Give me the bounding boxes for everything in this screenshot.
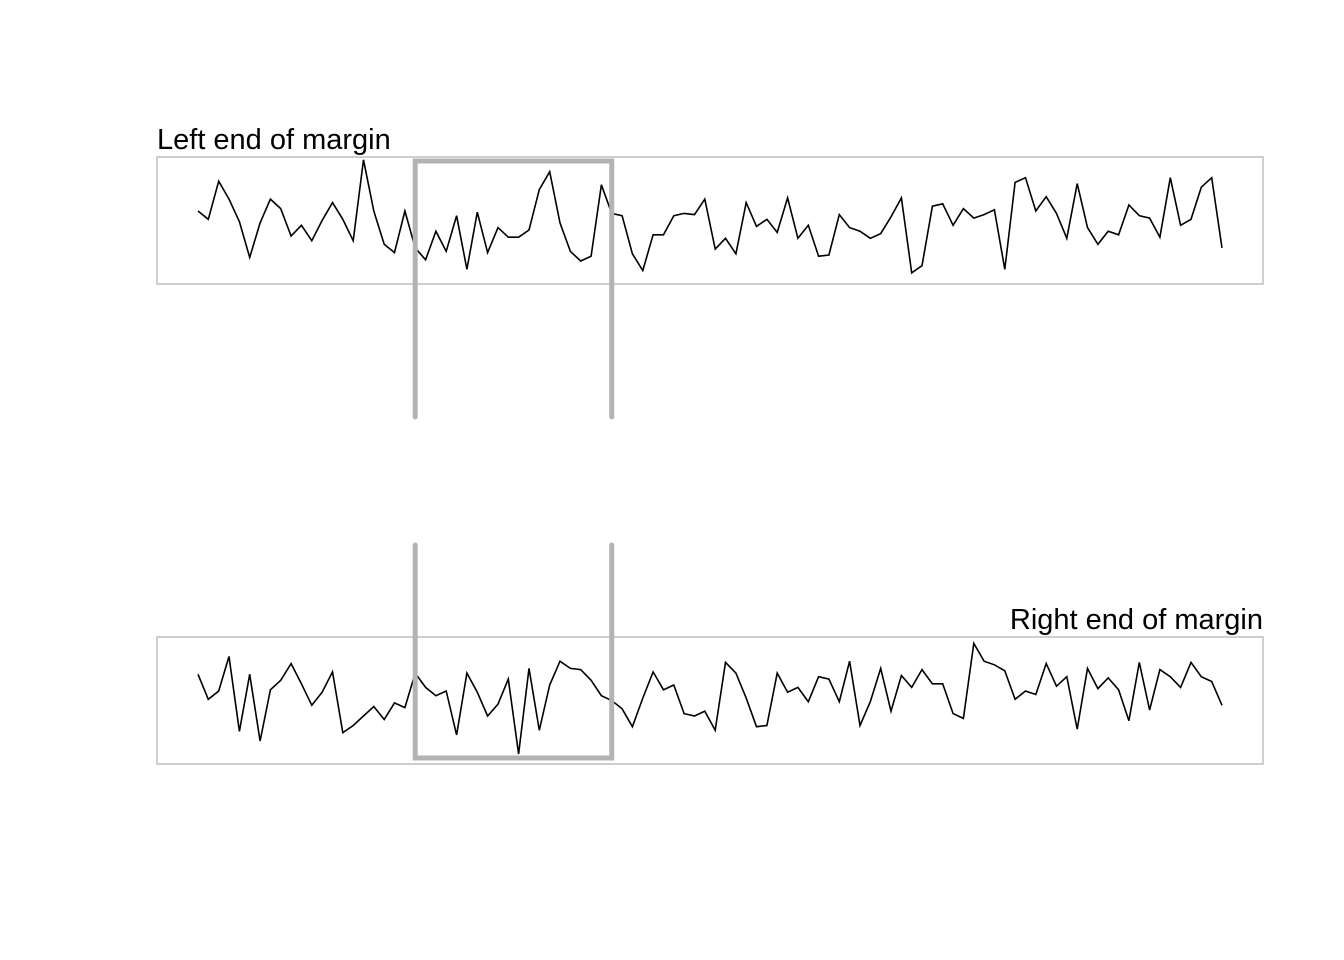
highlight-window [412, 542, 615, 761]
series-line [197, 640, 1223, 755]
panel-frame [156, 156, 1264, 285]
panel-frame [156, 636, 1264, 765]
series-line [197, 159, 1223, 275]
highlight-window [412, 158, 615, 420]
panel-title: Right end of margin [1010, 604, 1263, 636]
panel-title: Left end of margin [157, 124, 391, 156]
bottom-panel: Right end of margin [156, 542, 1264, 765]
top-panel: Left end of margin [156, 124, 1264, 420]
